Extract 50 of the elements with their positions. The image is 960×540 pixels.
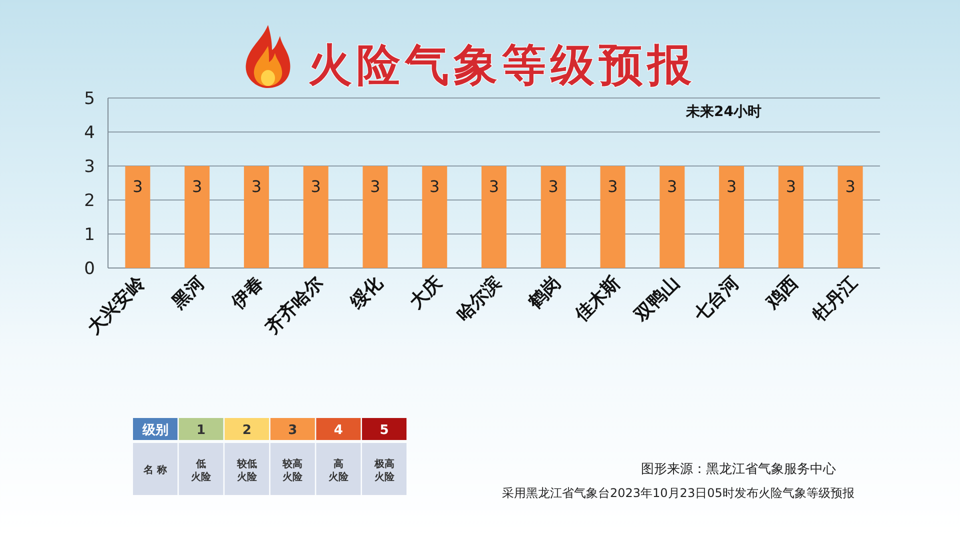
- data-label: 3: [132, 177, 143, 196]
- x-tick-label: 牡丹江: [808, 272, 862, 326]
- text: 火险: [236, 471, 258, 483]
- text: 图形来源：黑龙江省气象服务中心: [641, 461, 836, 477]
- y-tick-label: 3: [84, 157, 95, 177]
- text: 2: [242, 423, 252, 438]
- x-tick-label: 鸡西: [761, 272, 802, 314]
- text: 级别: [141, 423, 168, 438]
- x-tick-label: 鹤岗: [524, 272, 565, 314]
- data-label: 3: [488, 177, 500, 196]
- x-tick-label: 双鸭山: [630, 272, 684, 326]
- data-label: 3: [786, 177, 796, 196]
- y-tick-label: 1: [84, 225, 95, 245]
- x-tick-label: 七台河: [689, 272, 744, 326]
- data-label: 3: [430, 177, 440, 196]
- text: 极高: [373, 458, 394, 470]
- y-tick-label: 4: [84, 123, 95, 143]
- text: 火险: [282, 471, 304, 483]
- data-label: 3: [726, 177, 737, 196]
- text: 3: [288, 423, 298, 438]
- y-tick-label: 0: [84, 259, 95, 279]
- text: 火险: [328, 471, 350, 483]
- data-label: 3: [845, 177, 856, 196]
- chart-title: 火险气象等级预报: [308, 40, 696, 91]
- x-tick-label: 大庆: [405, 272, 446, 314]
- data-label: 3: [251, 177, 262, 196]
- x-tick-label: 绥化: [346, 272, 388, 314]
- x-tick-label: 哈尔滨: [452, 272, 506, 326]
- text: 名 称: [142, 464, 168, 476]
- y-tick-label: 2: [84, 191, 95, 211]
- text: 1: [196, 423, 206, 438]
- data-label: 3: [667, 177, 678, 196]
- data-label: 3: [608, 177, 618, 196]
- annotation: 未来24小时: [685, 104, 762, 120]
- x-tick-label: 黑河: [168, 272, 209, 314]
- text: 火险: [191, 471, 212, 483]
- text: 采用黑龙江省气象台2023年10月23日05时发布火险气象等级预报: [502, 486, 854, 500]
- data-label: 3: [370, 177, 380, 196]
- text: 5: [380, 423, 389, 438]
- text: 低: [195, 458, 206, 470]
- text: 较高: [282, 458, 303, 470]
- text: 4: [334, 423, 343, 438]
- text: 较低: [236, 458, 257, 470]
- data-label: 3: [192, 177, 202, 196]
- y-tick-label: 5: [84, 89, 95, 109]
- text: 火险: [374, 471, 396, 483]
- data-label: 3: [548, 177, 558, 196]
- data-label: 3: [310, 177, 321, 196]
- x-tick-label: 佳木斯: [570, 272, 624, 326]
- text: 高: [333, 458, 344, 470]
